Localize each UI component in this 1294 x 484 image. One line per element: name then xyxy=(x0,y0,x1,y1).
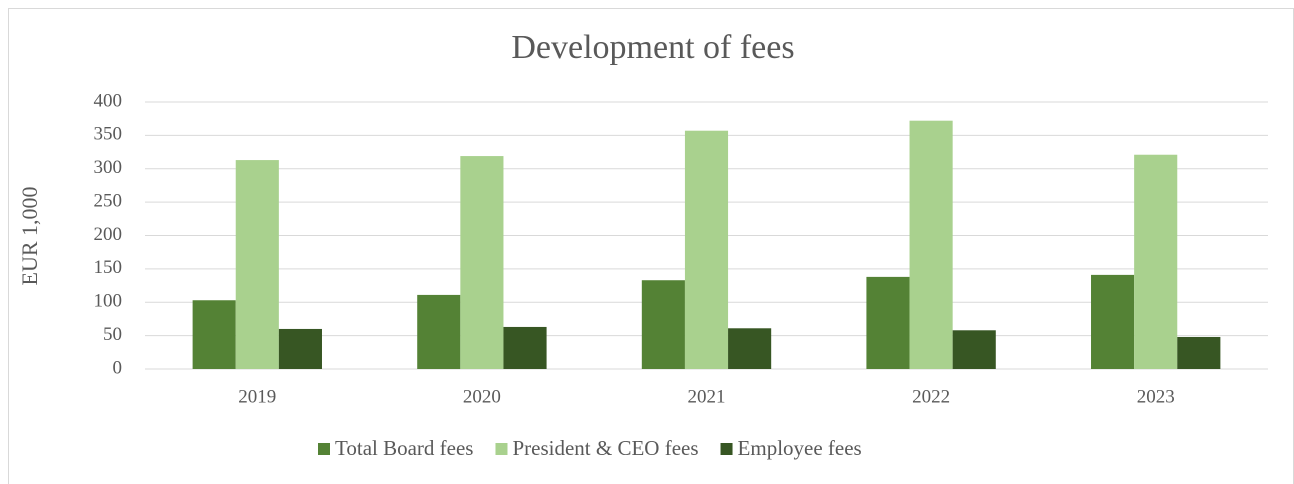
x-tick-label: 2022 xyxy=(912,386,950,407)
y-tick-label: 0 xyxy=(113,357,123,378)
bar xyxy=(909,120,953,369)
bar xyxy=(641,280,685,369)
legend-label: President & CEO fees xyxy=(512,436,698,460)
y-tick-label: 400 xyxy=(94,90,123,111)
bar xyxy=(278,328,322,369)
legend-swatch xyxy=(318,443,330,455)
x-tick-label: 2021 xyxy=(688,386,726,407)
y-tick-label: 100 xyxy=(94,291,123,312)
chart-title: Development of fees xyxy=(511,29,794,66)
y-tick-label: 300 xyxy=(94,157,123,178)
bar xyxy=(1091,274,1135,369)
bar xyxy=(952,330,996,369)
x-tick-label: 2019 xyxy=(238,386,276,407)
y-tick-label: 150 xyxy=(94,257,123,278)
bar xyxy=(1134,154,1178,369)
x-tick-label: 2023 xyxy=(1137,386,1175,407)
bar xyxy=(417,294,461,369)
x-tick-label: 2020 xyxy=(463,386,501,407)
bar xyxy=(684,130,729,369)
y-tick-label: 50 xyxy=(103,324,122,345)
legend-swatch xyxy=(720,443,733,455)
y-tick-label: 350 xyxy=(94,124,123,145)
y-tick-label: 250 xyxy=(94,190,123,211)
bar xyxy=(1177,336,1221,369)
bar xyxy=(192,300,236,369)
bar xyxy=(503,326,547,369)
chart-border xyxy=(8,8,1294,484)
bar xyxy=(866,276,910,369)
y-tick-label: 200 xyxy=(94,224,123,245)
bar xyxy=(728,328,772,369)
bar xyxy=(460,156,504,369)
bar xyxy=(235,160,279,369)
legend-swatch xyxy=(495,443,508,455)
y-axis-label: EUR 1,000 xyxy=(17,187,42,286)
legend-label: Employee fees xyxy=(738,436,862,460)
legend-label: Total Board fees xyxy=(335,436,473,460)
